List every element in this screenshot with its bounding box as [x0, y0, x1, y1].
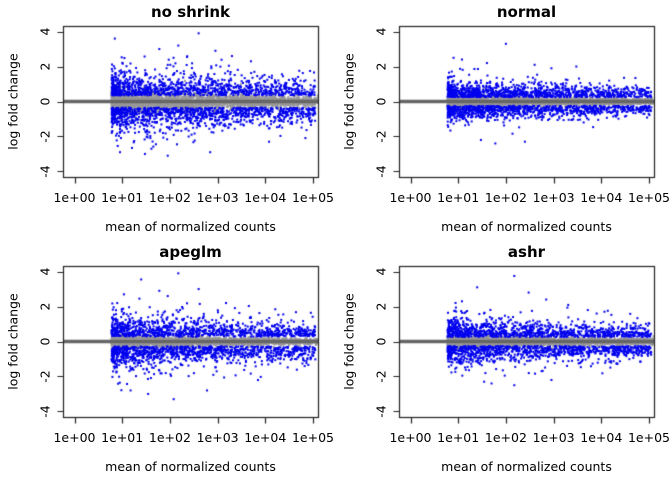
panel-title: ashr	[507, 243, 546, 261]
x-tick-label: 1e+01	[437, 190, 480, 205]
x-tick-label: 1e+04	[244, 430, 287, 445]
panel-apeglm: apeglm log fold change mean of normalize…	[0, 240, 336, 480]
x-tick-label: 1e+04	[580, 190, 623, 205]
panel-no-shrink: no shrink log fold change mean of normal…	[0, 0, 336, 240]
x-tick-label: 1e+03	[532, 190, 575, 205]
x-tick-label: 1e+01	[101, 430, 144, 445]
x-tick-label: 1e+02	[148, 430, 191, 445]
x-tick-label: 1e+04	[580, 430, 623, 445]
x-tick-label: 1e+00	[53, 190, 96, 205]
x-tick-label: 1e+05	[291, 430, 335, 445]
scatter-canvas-apeglm	[0, 240, 336, 480]
x-tick-label: 1e+05	[627, 190, 671, 205]
x-axis-label: mean of normalized counts	[105, 219, 276, 234]
panel-title: apeglm	[159, 243, 222, 261]
x-tick-label: 1e+04	[244, 190, 287, 205]
x-axis-label: mean of normalized counts	[105, 459, 276, 474]
x-tick-label: 1e+02	[484, 430, 527, 445]
x-tick-label: 1e+03	[196, 430, 239, 445]
x-tick-label: 1e+02	[484, 190, 527, 205]
x-tick-label: 1e+00	[53, 430, 96, 445]
x-axis-label: mean of normalized counts	[441, 459, 612, 474]
x-tick-label: 1e+01	[101, 190, 144, 205]
x-tick-label: 1e+00	[389, 190, 432, 205]
panel-normal: normal log fold change mean of normalize…	[336, 0, 672, 240]
panel-title: normal	[496, 3, 557, 21]
scatter-canvas-ashr	[336, 240, 672, 480]
panel-title: no shrink	[150, 3, 230, 21]
x-tick-label: 1e+00	[389, 430, 432, 445]
scatter-canvas-no-shrink	[0, 0, 336, 240]
x-tick-label: 1e+01	[437, 430, 480, 445]
x-axis-label: mean of normalized counts	[441, 219, 612, 234]
x-tick-label: 1e+03	[532, 430, 575, 445]
x-tick-label: 1e+02	[148, 190, 191, 205]
x-tick-label: 1e+03	[196, 190, 239, 205]
x-tick-label: 1e+05	[291, 190, 335, 205]
x-tick-label: 1e+05	[627, 430, 671, 445]
scatter-canvas-normal	[336, 0, 672, 240]
panel-ashr: ashr log fold change mean of normalized …	[336, 240, 672, 480]
